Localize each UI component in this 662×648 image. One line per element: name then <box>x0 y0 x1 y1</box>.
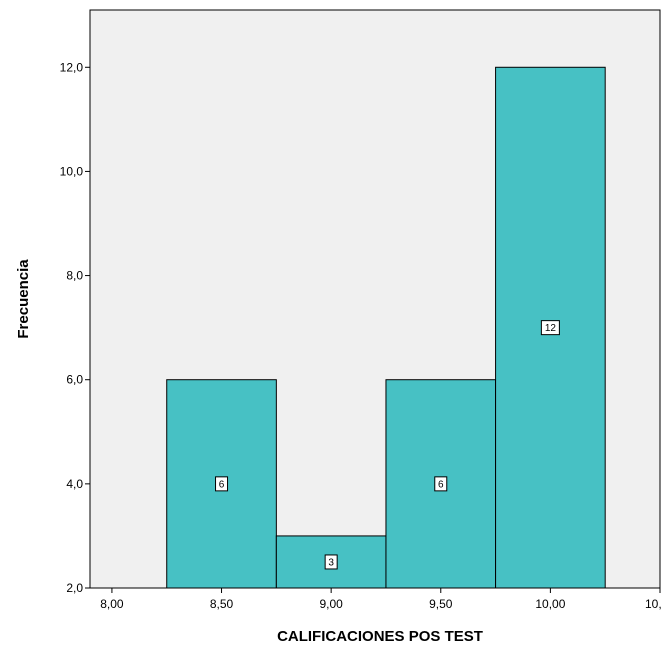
bar-data-label: 6 <box>438 479 444 490</box>
bar-label-box <box>215 476 229 492</box>
bar-label-box <box>434 476 448 492</box>
x-tick-label: 8,00 <box>100 597 124 611</box>
y-tick-label: 6,0 <box>66 373 83 387</box>
x-tick-label: 8,50 <box>210 597 234 611</box>
x-tick-label: 9,00 <box>319 597 343 611</box>
x-tick-label: 10,00 <box>535 597 565 611</box>
x-tick-label: 9,50 <box>429 597 453 611</box>
bar-data-label: 6 <box>219 479 225 490</box>
bars-group: 6 3 6 12 <box>166 66 606 589</box>
x-axis-title: CALIFICACIONES POS TEST <box>277 628 483 645</box>
y-tick-label: 12,0 <box>60 60 84 74</box>
bar-data-label: 3 <box>328 557 334 568</box>
y-axis: 2,0 4,0 6,0 8,0 10,0 12,0 <box>60 60 90 595</box>
y-tick-label: 2,0 <box>66 581 83 595</box>
y-tick-label: 10,0 <box>60 164 84 178</box>
y-tick-label: 8,0 <box>66 269 83 283</box>
x-tick-label: 10,50 <box>645 597 662 611</box>
y-tick-label: 4,0 <box>66 477 83 491</box>
bar-data-label: 12 <box>545 323 557 334</box>
bar-label-box <box>324 554 338 570</box>
x-axis: 8,00 8,50 9,00 9,50 10,00 10,50 <box>100 588 662 611</box>
y-axis-title: Frecuencia <box>15 259 32 339</box>
bar-label-box <box>540 320 560 336</box>
